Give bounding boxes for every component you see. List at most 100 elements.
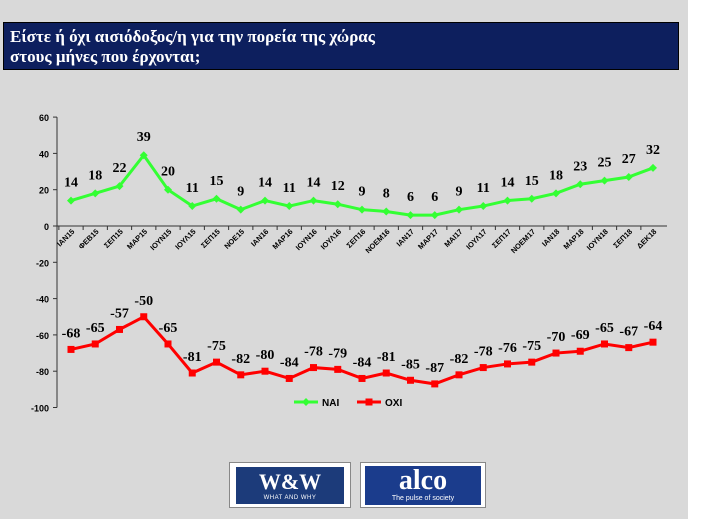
point-no [479,364,487,372]
point-yes [527,194,536,203]
data-label-yes: 8 [383,186,390,201]
data-label-yes: 15 [210,174,224,189]
ww-logo-subtext: WHAT AND WHY [263,495,317,501]
x-tick-label: ΙΑΝ18 [540,227,561,248]
data-label-no: -80 [256,348,275,363]
point-no [576,347,584,355]
data-label-no: -82 [450,352,469,367]
data-label-yes: 14 [258,176,272,191]
data-label-yes: 6 [407,190,414,205]
x-tick-label: ΙΟΥΛ17 [464,227,488,251]
x-tick-label: ΙΑΝ16 [249,227,270,248]
data-label-yes: 18 [88,168,102,183]
data-label-no: -65 [595,321,614,336]
point-yes [67,196,75,205]
point-yes [139,151,148,160]
alco-logo-tagline: The pulse of society [391,495,455,502]
x-tick-label: ΣΕΠ15 [102,227,125,250]
data-label-no: -78 [304,345,323,360]
point-yes [91,189,100,198]
alco-logo-name: alco [398,465,448,496]
data-label-no: -65 [159,321,178,336]
point-no [285,374,293,382]
point-yes [382,207,391,216]
y-tick-label: -60 [36,331,49,341]
x-tick-label: ΔΕΚ18 [635,227,658,250]
x-tick-label: ΙΟΥΝ16 [294,227,319,252]
point-no [334,365,342,373]
y-tick-label: 20 [39,186,49,196]
data-label-yes: 6 [431,190,438,205]
x-tick-label: ΙΟΥΛ15 [173,227,197,251]
x-tick-label: ΙΟΥΝ18 [585,227,610,252]
point-yes [212,194,221,203]
point-no [552,349,560,357]
x-tick-label: ΜΑΙ17 [442,227,464,249]
data-label-yes: 18 [549,168,563,183]
point-no [188,369,196,377]
data-label-no: -85 [401,357,420,372]
data-label-yes: 9 [456,185,463,200]
data-label-yes: 9 [237,185,244,200]
data-label-yes: 12 [331,179,345,194]
point-no [649,338,657,346]
title-line-1: Είστε ή όχι αισιόδοξος/η για την πορεία … [10,27,375,46]
x-tick-label: ΙΟΥΝ15 [148,227,173,252]
data-label-no: -65 [86,321,105,336]
x-tick-label: ΜΑΡ15 [125,227,149,251]
point-no [67,345,75,353]
data-label-no: -68 [62,326,81,341]
x-tick-label: ΣΕΠ15 [199,227,222,250]
y-tick-label: -20 [36,258,49,268]
point-yes [649,163,657,172]
point-yes [576,180,585,189]
x-tick-label: ΣΕΠ16 [345,227,368,250]
point-no [625,344,633,352]
point-yes [236,205,245,214]
point-yes [261,196,269,205]
data-label-yes: 11 [283,181,296,196]
x-tick-label: ΙΑΝ17 [395,227,416,248]
point-no [601,340,608,348]
point-yes [188,202,197,211]
x-tick-label: ΣΕΠ18 [611,227,634,250]
point-no [116,325,123,333]
data-label-no: -82 [231,352,250,367]
point-no [237,371,245,379]
x-tick-label: ΝΟΕΜ17 [509,227,537,255]
data-label-no: -69 [571,328,590,343]
legend-marker-yes [302,398,310,406]
point-no [358,374,366,382]
point-yes [430,211,439,220]
ww-logo-text: W&W [258,469,322,494]
point-yes [455,205,463,214]
data-label-yes: 32 [646,143,660,158]
y-tick-label: 60 [39,113,49,123]
x-tick-label: ΣΕΠ17 [490,227,513,250]
alco-logo: alco The pulse of society [360,462,486,508]
point-no [91,340,99,348]
data-label-yes: 22 [113,161,127,176]
point-no [407,376,414,384]
point-no [382,369,390,377]
point-no [164,340,172,348]
x-tick-label: ΜΑΡ16 [271,227,295,251]
data-label-yes: 27 [622,152,636,167]
right-edge-strip [688,0,701,519]
x-tick-label: ΦΕΒ15 [77,227,101,251]
point-yes [600,176,609,185]
point-yes [358,205,366,214]
point-no [504,360,511,368]
data-label-no: -64 [644,319,663,334]
what-and-why-logo: W&W WHAT AND WHY [229,462,351,508]
data-label-yes: 39 [137,130,151,145]
point-no [310,364,317,372]
data-label-no: -50 [134,294,153,309]
data-label-no: -76 [498,341,517,356]
data-label-yes: 23 [573,159,587,174]
legend-marker-no [365,398,373,406]
point-no [213,358,220,366]
x-tick-label: ΝΟΕΜ16 [363,227,391,255]
data-label-yes: 25 [598,156,612,171]
